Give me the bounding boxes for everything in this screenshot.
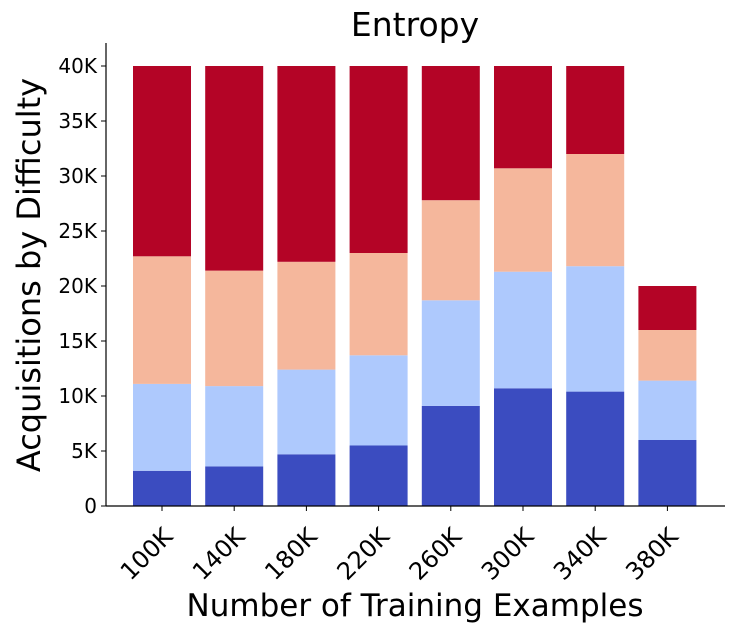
bar-300K-segment-3: [494, 168, 552, 272]
bar-260K-segment-3: [421, 200, 480, 301]
bar-300K-segment-4: [494, 66, 552, 169]
bar-380K-segment-3: [638, 330, 697, 381]
bar-380K-segment-1: [638, 440, 697, 506]
bar-220K-segment-3: [349, 253, 408, 356]
x-tick-label: 220K: [332, 522, 396, 586]
bar-340K-segment-2: [566, 266, 625, 392]
y-tick-label: 20K: [58, 274, 97, 298]
x-tick-label: 340K: [548, 522, 612, 586]
bar-340K-segment-1: [566, 391, 625, 506]
bar-100K-segment-3: [133, 256, 191, 384]
bar-100K-segment-1: [133, 470, 191, 506]
y-axis-label: Acquisitions by Difficulty: [10, 78, 48, 472]
bar-220K-segment-1: [349, 445, 408, 506]
y-tick-label: 0: [84, 494, 97, 518]
chart-title: Entropy: [351, 5, 479, 44]
y-tick-label: 10K: [58, 384, 97, 408]
x-axis-label: Number of Training Examples: [187, 588, 644, 624]
bar-260K-segment-2: [421, 300, 480, 406]
y-tick-label: 25K: [58, 219, 97, 243]
bar-340K-segment-3: [566, 154, 625, 267]
bar-180K-segment-2: [277, 369, 336, 455]
bar-100K-segment-2: [133, 383, 191, 471]
bar-220K-segment-4: [349, 66, 408, 253]
bar-380K-segment-2: [638, 380, 697, 440]
bar-100K-segment-4: [133, 66, 191, 257]
x-tick-label: 380K: [620, 522, 684, 586]
bar-180K-segment-1: [277, 454, 336, 506]
bar-260K-segment-1: [421, 405, 480, 506]
bar-300K-segment-1: [494, 388, 552, 506]
bar-140K-segment-3: [205, 270, 264, 387]
x-tick-label: 100K: [115, 522, 179, 586]
bar-140K-segment-4: [205, 66, 264, 271]
x-tick-label: 300K: [476, 522, 540, 586]
y-tick-label: 40K: [58, 54, 97, 78]
y-tick-label: 15K: [58, 329, 97, 353]
bar-220K-segment-2: [349, 355, 408, 446]
bar-300K-segment-2: [494, 271, 552, 389]
bar-180K-segment-3: [277, 261, 336, 370]
y-tick-label: 5K: [71, 439, 98, 463]
bar-380K-segment-4: [638, 286, 697, 330]
bar-180K-segment-4: [277, 66, 336, 262]
bars-group: [133, 66, 697, 506]
x-tick-label: 180K: [259, 522, 323, 586]
y-tick-label: 35K: [58, 109, 97, 133]
bar-260K-segment-4: [421, 66, 480, 201]
x-tick-label: 260K: [404, 522, 468, 586]
bar-340K-segment-4: [566, 66, 625, 154]
bar-140K-segment-1: [205, 466, 264, 506]
x-tick-label: 140K: [187, 522, 251, 586]
y-tick-label: 30K: [58, 164, 97, 188]
y-ticks-group: 0 5K 10K 15K 20K 25K 30K 35K 40K: [58, 54, 106, 518]
bar-140K-segment-2: [205, 386, 264, 467]
x-ticks-group: 100K 140K 180K 220K 260K 300K 340K 380K: [115, 506, 685, 586]
